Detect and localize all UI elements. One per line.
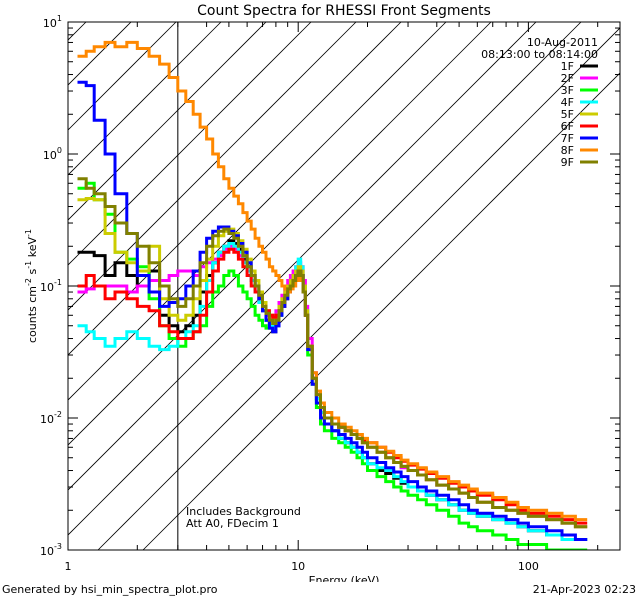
x-tick-label: 100 [518, 560, 539, 573]
series-layer [77, 40, 588, 550]
hatch-line [68, 22, 447, 401]
hatch-line [68, 22, 312, 266]
count-spectra-chart: Count Spectra for RHESSI Front Segments … [24, 3, 621, 582]
chart-title: Count Spectra for RHESSI Front Segments [197, 3, 491, 19]
hatch-line [68, 22, 537, 491]
footer-generator: Generated by hsi_min_spectra_plot.pro [2, 583, 218, 596]
y-tick-label: 10-1 [40, 278, 62, 294]
x-tick-label: 10 [291, 560, 305, 573]
hatch-line [97, 27, 620, 550]
series-1f [77, 239, 588, 541]
y-tick-label: 100 [43, 146, 62, 162]
hatch-line [68, 22, 582, 536]
legend-label-7f: 7F [561, 132, 574, 145]
hatch-line [68, 22, 492, 446]
legend-label-1f: 1F [561, 60, 574, 73]
series-2f [77, 244, 588, 529]
hatch-line [142, 72, 620, 550]
annotation-background: Includes Background [186, 505, 301, 518]
legend-label-8f: 8F [561, 144, 574, 157]
legend-label-5f: 5F [561, 108, 574, 121]
legend-label-4f: 4F [561, 96, 574, 109]
legend: 10-Aug-2011 08:13:00 to 08:14:00 1F2F3F4… [481, 36, 598, 169]
footer-timestamp: 21-Apr-2023 02:23 [532, 583, 636, 596]
legend-label-2f: 2F [561, 72, 574, 85]
series-6f [77, 247, 588, 525]
y-axis-label: counts cm-2 s-1 keV-1 [24, 229, 39, 343]
hatch-line [68, 22, 177, 131]
plot-frame [67, 21, 621, 551]
legend-time-range: 08:13:00 to 08:14:00 [481, 48, 598, 61]
x-axis-label: Energy (keV) [309, 574, 380, 582]
y-tick-label: 101 [43, 14, 62, 30]
legend-label-9f: 9F [561, 156, 574, 169]
annotation-attenuator: Att A0, FDecim 1 [186, 517, 279, 530]
y-tick-label: 10-2 [40, 410, 62, 426]
hatch-line [68, 22, 222, 176]
legend-label-6f: 6F [561, 120, 574, 133]
x-tick-label: 1 [65, 560, 72, 573]
series-5f [77, 197, 588, 529]
series-3f [77, 181, 588, 550]
series-4f [77, 242, 588, 541]
legend-label-3f: 3F [561, 84, 574, 97]
series-9f [77, 177, 588, 529]
y-tick-label: 10-3 [40, 542, 62, 558]
legend-date: 10-Aug-2011 [527, 36, 598, 49]
hatch-line [68, 22, 357, 311]
